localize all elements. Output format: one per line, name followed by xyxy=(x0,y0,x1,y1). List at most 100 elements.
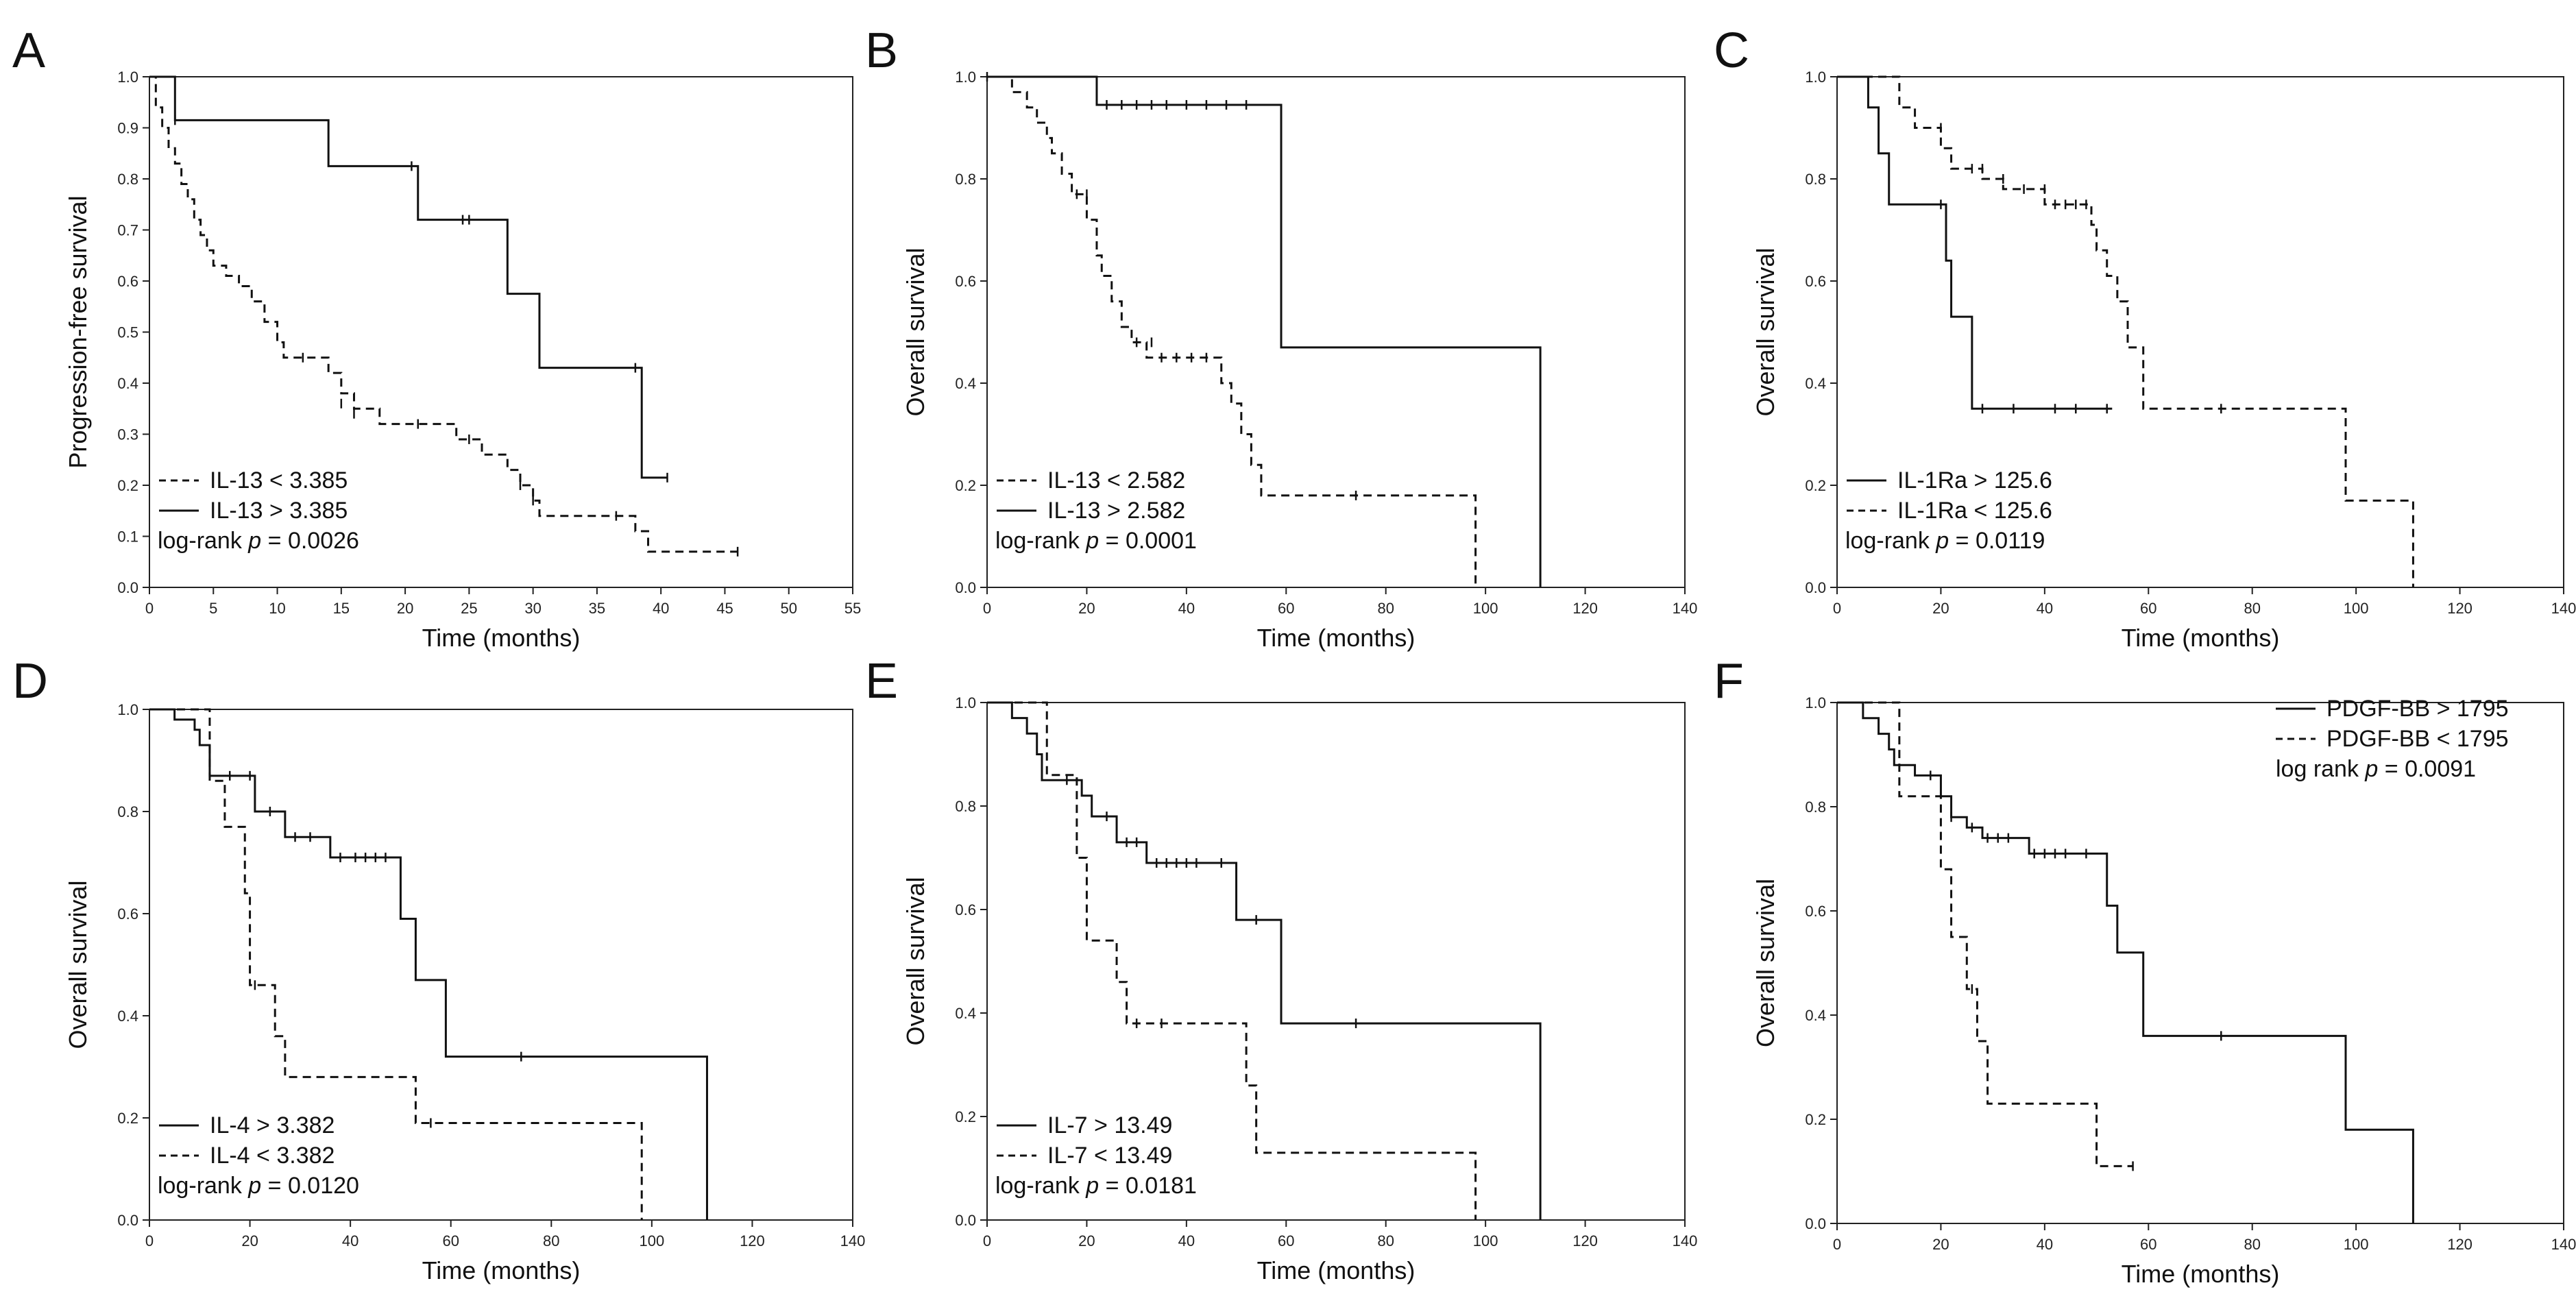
y-tick-label: 0.4 xyxy=(1805,1007,1826,1024)
panel-e: E 0 20 40 60 80 100 120 140 0.0 0.2 0.4 0.6 0.8 1.0 Tim… xyxy=(865,654,1697,1284)
x-tick-label: 10 xyxy=(269,600,285,617)
x-tick-label: 50 xyxy=(780,600,797,617)
x-tick-label: 45 xyxy=(716,600,733,617)
x-tick-label: 15 xyxy=(333,600,350,617)
x-tick-label: 140 xyxy=(2551,600,2576,617)
x-tick-label: 120 xyxy=(2447,600,2472,617)
y-tick-label: 0.2 xyxy=(117,1110,138,1127)
legend-label: IL-13 < 3.385 xyxy=(210,467,348,493)
x-axis-title: Time (months) xyxy=(2122,1260,2280,1288)
x-tick-label: 60 xyxy=(442,1232,459,1249)
y-axis-title: Overall survival xyxy=(1751,247,1779,416)
logrank-value: = 0.0091 xyxy=(2378,756,2476,782)
panel-b: B 0 20 40 60 80 100 120 140 0.0 0.2 0.4 0.6 0.8 1.0 Tim… xyxy=(865,23,1697,652)
logrank-prefix: log-rank xyxy=(158,1173,248,1199)
panel-a: A 0 5 10 15 20 25 30 35 40 45 50 55 0.0 0.1 0.2 0.3 0.4 0.… xyxy=(12,23,861,652)
logrank-p-symbol: p xyxy=(2364,756,2378,782)
x-tick-label: 20 xyxy=(1932,600,1949,617)
x-tick-label: 80 xyxy=(2244,600,2260,617)
y-tick-label: 0.1 xyxy=(117,528,138,546)
logrank-stat: log-rank p = 0.0181 xyxy=(995,1173,1197,1199)
legend-label: PDGF-BB > 1795 xyxy=(2326,696,2509,722)
legend-label: PDGF-BB < 1795 xyxy=(2326,726,2509,752)
x-tick-label: 40 xyxy=(653,600,669,617)
logrank-value: = 0.0119 xyxy=(1949,528,2045,554)
panel-letter: E xyxy=(865,654,898,709)
legend-label: IL-4 < 3.382 xyxy=(210,1143,335,1169)
y-tick-label: 0.8 xyxy=(117,171,138,188)
logrank-value: = 0.0026 xyxy=(261,528,359,554)
panel-letter: F xyxy=(1714,654,1744,709)
x-tick-label: 35 xyxy=(589,600,605,617)
y-tick-label: 0.6 xyxy=(117,273,138,290)
survival-curve-solid xyxy=(149,708,708,1220)
y-tick-label: 0.3 xyxy=(117,426,138,443)
plot-frame xyxy=(149,709,853,1221)
y-axis-title: Progression-free survival xyxy=(64,195,92,468)
x-tick-label: 25 xyxy=(461,600,477,617)
survival-curve-dashed xyxy=(149,708,643,1220)
x-tick-label: 140 xyxy=(2551,1236,2576,1253)
survival-curve-solid xyxy=(987,75,1542,587)
panel-d: D 0 20 40 60 80 100 120 140 0.0 0.2 0.4 0.6 0.8 1.0 Tim… xyxy=(12,654,865,1284)
x-tick-label: 40 xyxy=(1178,600,1195,617)
panel-f: F 0 20 40 60 80 100 120 140 0.0 0.2 0.4 0.6 0.8 1.0 Tim… xyxy=(1714,654,2576,1288)
y-tick-label: 0.8 xyxy=(117,803,138,820)
x-tick-label: 0 xyxy=(1833,600,1841,617)
plot-frame xyxy=(1836,702,2564,1224)
legend-label: IL-7 < 13.49 xyxy=(1047,1143,1172,1169)
y-tick-label: 0.6 xyxy=(1805,903,1826,920)
legend-label: IL-13 < 2.582 xyxy=(1047,467,1185,493)
panel-letter: A xyxy=(12,23,45,78)
logrank-prefix: log-rank xyxy=(995,528,1086,554)
survival-curve-solid xyxy=(1837,701,2414,1223)
x-tick-label: 120 xyxy=(1572,1232,1598,1249)
logrank-p-symbol: p xyxy=(1085,528,1099,554)
x-tick-label: 80 xyxy=(2244,1236,2260,1253)
logrank-p-symbol: p xyxy=(1085,1173,1099,1199)
y-tick-label: 0.6 xyxy=(955,901,976,918)
y-tick-label: 0.4 xyxy=(117,1008,138,1025)
y-tick-label: 0.2 xyxy=(955,477,976,494)
y-tick-label: 0.6 xyxy=(1805,273,1826,290)
plot-frame xyxy=(1836,76,2564,588)
y-tick-label: 0.6 xyxy=(955,273,976,290)
y-tick-label: 0.2 xyxy=(1805,1111,1826,1128)
x-tick-label: 40 xyxy=(342,1232,359,1249)
x-tick-label: 120 xyxy=(740,1232,765,1249)
logrank-value: = 0.0120 xyxy=(261,1173,359,1199)
y-tick-label: 0.9 xyxy=(117,120,138,137)
logrank-value: = 0.0181 xyxy=(1099,1173,1197,1199)
legend-label: IL-1Ra < 125.6 xyxy=(1897,498,2052,524)
x-axis-title: Time (months) xyxy=(1257,1256,1415,1284)
x-tick-label: 5 xyxy=(209,600,217,617)
logrank-prefix: log-rank xyxy=(158,528,248,554)
y-axis-title: Overall survival xyxy=(64,880,92,1049)
logrank-stat: log-rank p = 0.0026 xyxy=(158,528,359,554)
x-tick-label: 100 xyxy=(1473,1232,1498,1249)
logrank-prefix: log-rank xyxy=(1845,528,1936,554)
logrank-stat: log-rank p = 0.0001 xyxy=(995,528,1197,554)
x-tick-label: 0 xyxy=(983,600,991,617)
y-tick-label: 0.7 xyxy=(117,222,138,239)
y-tick-label: 0.4 xyxy=(117,375,138,392)
y-tick-label: 1.0 xyxy=(955,694,976,711)
logrank-stat: log-rank p = 0.0120 xyxy=(158,1173,359,1199)
x-tick-label: 30 xyxy=(524,600,541,617)
y-tick-label: 0.0 xyxy=(1805,579,1826,596)
survival-curve-dashed xyxy=(987,701,1477,1220)
survival-curve-solid xyxy=(987,701,1542,1220)
x-tick-label: 40 xyxy=(2037,1236,2053,1253)
y-tick-label: 0.8 xyxy=(955,171,976,188)
y-tick-label: 0.4 xyxy=(955,1005,976,1022)
x-axis-title: Time (months) xyxy=(422,624,581,652)
x-tick-label: 20 xyxy=(397,600,413,617)
x-tick-label: 100 xyxy=(1473,600,1498,617)
x-tick-label: 40 xyxy=(2037,600,2053,617)
y-tick-label: 0.2 xyxy=(955,1108,976,1125)
y-tick-label: 1.0 xyxy=(955,69,976,86)
x-tick-label: 80 xyxy=(1377,1232,1394,1249)
y-tick-label: 0.0 xyxy=(117,1212,138,1229)
